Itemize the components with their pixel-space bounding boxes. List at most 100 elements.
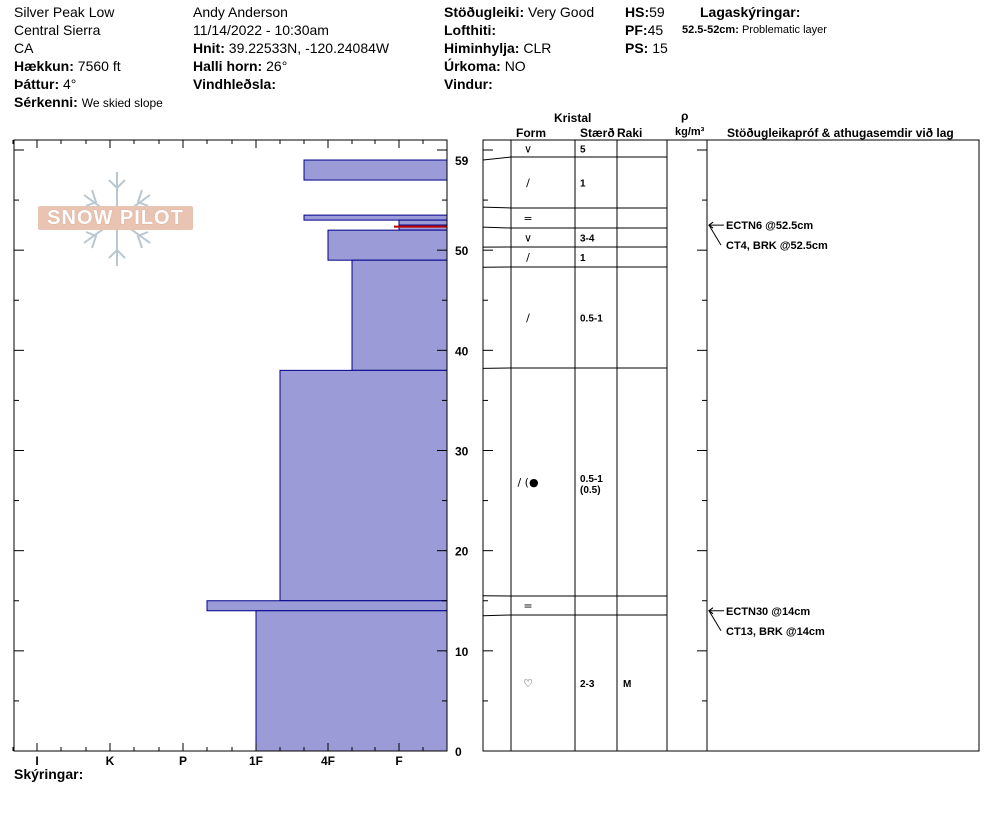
form-header: Form [516,126,546,140]
notes-value: We skied slope [81,96,163,110]
test-arrowhead [708,221,714,229]
grain-form-icon: / (● [517,476,538,489]
grain-form-icon: / [526,251,530,264]
elevation-row: Hækkun: 7560 ft [14,57,121,75]
stability-test-label: CT4, BRK @52.5cm [726,240,828,252]
grain-size-value: 5 [580,145,586,156]
y-tick-label: 50 [455,244,469,258]
stability-value: Very Good [528,4,595,20]
hardness-bar [398,219,448,226]
stability-test-label: CT13, BRK @14cm [726,626,825,638]
pf-label: PF: [625,22,648,38]
notes-row: Sérkenni: We skied slope [14,93,163,112]
sky-row: Himinhylja: CLR [444,39,551,57]
stability-label: Stöðugleiki: [444,4,525,20]
depth-connector [482,614,512,617]
x-tick-label: 4F [321,754,335,768]
test-arrowhead [708,607,714,615]
hs-label: HS: [625,4,650,20]
y-tick-label: 10 [455,645,469,659]
density-unit-header: kg/m³ [675,126,705,138]
slope-row: Halli horn: 26° [193,57,287,75]
snowpilot-logo-text: SNOW PILOT [47,207,184,229]
slope-label: Halli horn: [193,58,263,74]
grain-size-value: 3-4 [580,234,595,245]
y-tick-label: 30 [455,445,469,459]
pf-row: PF:45 [625,21,663,39]
snowpilot-logo: SNOW PILOT [38,206,193,230]
y-tick-label: 59 [455,154,469,168]
test-arrow [708,610,722,632]
problem-layer-marker [394,225,447,228]
hardness-bar [303,159,448,181]
test-arrow [708,224,722,246]
y-tick-label: 40 [455,344,469,358]
layer-note-text: Problematic layer [741,24,827,36]
stability-test-label: ECTN30 @14cm [726,606,810,618]
pf-value: 45 [647,22,664,38]
comments-label: Skýringar: [14,766,84,782]
precip-label: Úrkoma: [444,58,501,74]
grain-form-icon: ∨ [524,143,532,156]
tests-header: Stöðugleikapróf & athugasemdir við lag [727,126,954,140]
depth-connector [482,226,512,229]
hs-row: HS:59 [625,3,665,21]
ps-row: PS: 15 [625,39,668,57]
y-tick-label: 0 [455,745,462,759]
grain-form-icon: / [526,177,530,190]
ps-label: PS: [625,40,649,56]
aspect-label: Þáttur: [14,76,60,92]
sky-label: Himinhylja: [444,40,520,56]
x-tick-label: 1F [249,754,263,768]
moisture-header: Raki [617,126,643,140]
x-tick-label: F [395,754,402,768]
grain-form-icon: / [526,312,530,325]
grain-form-icon: ♡ [523,677,533,690]
grain-size-value: 0.5-1 [580,314,603,325]
plot-frame [13,139,448,752]
hardness-bar [327,229,448,261]
layer-notes-label: Lagaskýringar: [700,4,801,20]
stability-row: Stöðugleiki: Very Good [444,3,594,21]
crystal-header: Kristal [554,111,592,125]
x-tick-label: P [179,754,187,768]
coords-value: 39.22533N, -120.24084W [228,40,390,56]
grain-size-value: 0.5-1 [580,474,603,485]
layer-note-row: 52.5-52cm: Problematic layer [682,23,827,37]
depth-connector [482,206,512,209]
grain-form-icon: = [523,600,532,613]
coords-label: Hnit: [193,40,225,56]
moisture-value: M [623,679,631,690]
hardness-bar [351,259,448,371]
hardness-bar [206,600,448,612]
ps-value: 15 [652,40,668,56]
grain-form-icon: = [523,212,532,225]
hardness-bar [255,610,448,752]
grain-size-value: 1 [580,179,586,190]
wind-label: Vindur: [444,76,493,92]
hardness-bar [303,214,448,221]
x-tick-label: I [35,754,38,768]
precip-row: Úrkoma: NO [444,57,526,75]
observation-datetime: 11/14/2022 - 10:30am [193,22,329,38]
state-name: CA [14,40,34,56]
elevation-value: 7560 ft [77,58,121,74]
location-name: Silver Peak Low [14,4,115,20]
grain-size-value: 2-3 [580,679,595,690]
x-tick-label: K [106,754,115,768]
rho-header: ρ [681,109,689,123]
elevation-label: Hækkun: [14,58,74,74]
grain-size-value-secondary: (0.5) [580,485,601,496]
precip-value: NO [504,58,526,74]
sky-value: CLR [523,40,552,56]
grain-size-value: 1 [580,253,586,264]
wind-loading-label: Vindhleðsla: [193,76,276,92]
region-name: Central Sierra [14,22,101,38]
hardness-bar [279,369,448,602]
hs-value: 59 [649,4,665,20]
aspect-value: 4° [63,76,77,92]
slope-value: 26° [266,58,288,74]
air-temp-label: Lofthiti: [444,22,497,38]
aspect-row: Þáttur: 4° [14,75,76,93]
